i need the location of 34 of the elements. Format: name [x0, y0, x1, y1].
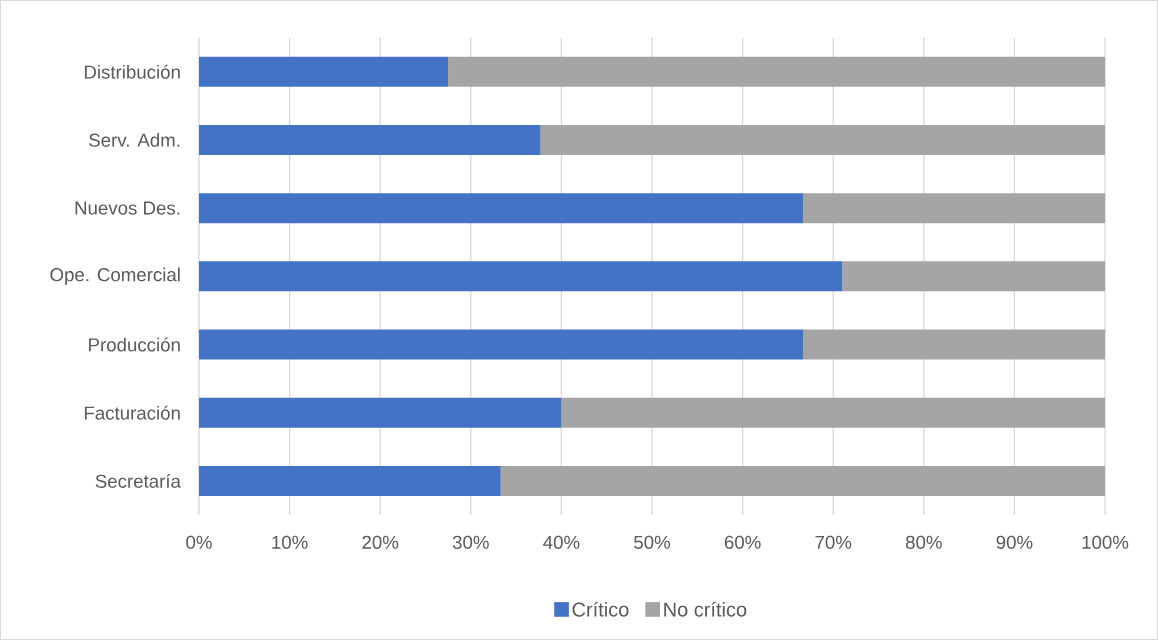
- y-tick-label: Ope. Comercial: [50, 267, 180, 286]
- bar: [448, 56, 1106, 87]
- bar: [198, 329, 804, 360]
- y-tick-label: Serv. Adm.: [89, 133, 180, 147]
- bar: [540, 124, 1106, 155]
- bar: [198, 193, 804, 224]
- legend-label: Crítico: [572, 601, 629, 617]
- y-tick-label: Distribución: [84, 64, 180, 79]
- x-tick-label: 80%: [905, 535, 942, 549]
- bar: [198, 56, 449, 87]
- bar: [500, 465, 1106, 496]
- x-tick-label: 10%: [272, 535, 308, 549]
- x-tick-label: 30%: [452, 535, 489, 549]
- x-tick-label: 90%: [996, 535, 1033, 549]
- x-tick-label: 0%: [186, 535, 212, 549]
- x-tick-label: 100%: [1082, 535, 1129, 549]
- bar: [561, 397, 1106, 428]
- y-tick-label: Facturación: [84, 405, 180, 420]
- legend-label: No crítico: [664, 601, 747, 617]
- bar: [803, 329, 1106, 360]
- bar: [842, 261, 1106, 292]
- bar: [198, 397, 562, 428]
- bar: [198, 261, 843, 292]
- x-tick-label: 50%: [634, 535, 671, 549]
- bar: [198, 465, 501, 496]
- x-tick-label: 60%: [724, 535, 761, 549]
- bar: [803, 193, 1106, 224]
- x-tick-label: 20%: [362, 535, 399, 549]
- bar: [198, 124, 541, 155]
- x-tick-label: 40%: [543, 535, 580, 549]
- x-tick-label: 70%: [815, 535, 852, 549]
- y-tick-label: Secretaría: [95, 473, 181, 488]
- y-tick-label: Nuevos Des.: [75, 201, 180, 215]
- y-tick-label: Producción: [89, 337, 180, 352]
